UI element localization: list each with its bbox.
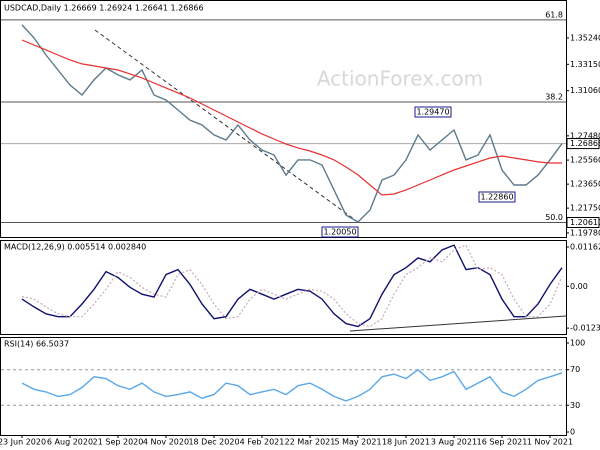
price-marker <box>566 216 600 228</box>
x-tick-label: 23 Jun 2020 <box>0 438 46 447</box>
macd-panel <box>0 240 567 335</box>
y-tick-label: 1.23650 <box>570 180 600 189</box>
price-panel <box>0 0 567 238</box>
y-tick-label: 1.19780 <box>570 228 600 237</box>
annotation: 1.20050 <box>323 228 356 237</box>
y-tick-label: 100 <box>570 339 585 348</box>
annotation-box <box>321 226 359 238</box>
y-tick-label: 0.011629 <box>570 242 600 251</box>
series-line <box>21 368 563 402</box>
annotation: 1.29470 <box>416 108 449 117</box>
y-tick-label: 0.00 <box>570 282 588 291</box>
y-tick-label: 1.27480 <box>570 131 600 140</box>
y-tick-label: 30 <box>570 401 580 410</box>
y-tick-label: 0 <box>570 428 575 437</box>
trend-line <box>94 29 359 223</box>
x-tick-label: 22 Mar 2021 <box>285 438 336 447</box>
x-tick-label: 4 Nov 2020 <box>143 438 189 447</box>
x-tick-label: 3 Aug 2021 <box>431 438 477 447</box>
series-line <box>21 39 562 196</box>
y-tick-label: 1.35240 <box>570 33 600 42</box>
x-tick-label: 5 May 2021 <box>334 438 381 447</box>
y-tick-label: 1.31060 <box>570 86 600 95</box>
y-tick-label: 1.21750 <box>570 204 600 213</box>
series-line <box>21 24 563 223</box>
price-marker <box>566 138 600 150</box>
x-tick-label: 4 Feb 2021 <box>240 438 285 447</box>
x-tick-label: 21 Sep 2020 <box>93 438 144 447</box>
macd-trend-line <box>349 315 567 332</box>
x-tick-label: 16 Sep 2021 <box>477 438 528 447</box>
x-tick-label: 18 Jun 2021 <box>382 438 430 447</box>
rsi-title: RSI(14) 66.5037 <box>4 340 69 349</box>
x-tick-label: 6 Aug 2020 <box>47 438 93 447</box>
annotation: 1.22860 <box>480 193 513 202</box>
price-marker-label: 1.20610 <box>570 218 600 227</box>
x-tick-label: 18 Dec 2020 <box>188 438 239 447</box>
fib-label: 38.2 <box>545 93 563 102</box>
y-tick-label: 1.33150 <box>570 60 600 69</box>
watermark: ActionForex.com <box>317 67 483 91</box>
y-tick-label: 1.25560 <box>570 156 600 165</box>
series-line <box>21 244 563 328</box>
fib-label: 50.0 <box>545 213 563 222</box>
macd-title: MACD(12,26,9) 0.005514 0.002840 <box>4 243 146 252</box>
x-tick-label: 1 Nov 2021 <box>527 438 573 447</box>
fib-label: 61.8 <box>545 10 563 19</box>
series-line <box>21 244 563 328</box>
y-tick-label: -0.012348 <box>570 324 600 333</box>
annotation-box <box>478 191 516 203</box>
price-title: USDCAD,Daily 1.26669 1.26924 1.26641 1.2… <box>4 4 204 13</box>
rsi-panel <box>0 337 567 436</box>
annotation-box <box>414 106 452 118</box>
price-marker-label: 1.26866 <box>570 139 600 148</box>
y-tick-label: 70 <box>570 365 580 374</box>
